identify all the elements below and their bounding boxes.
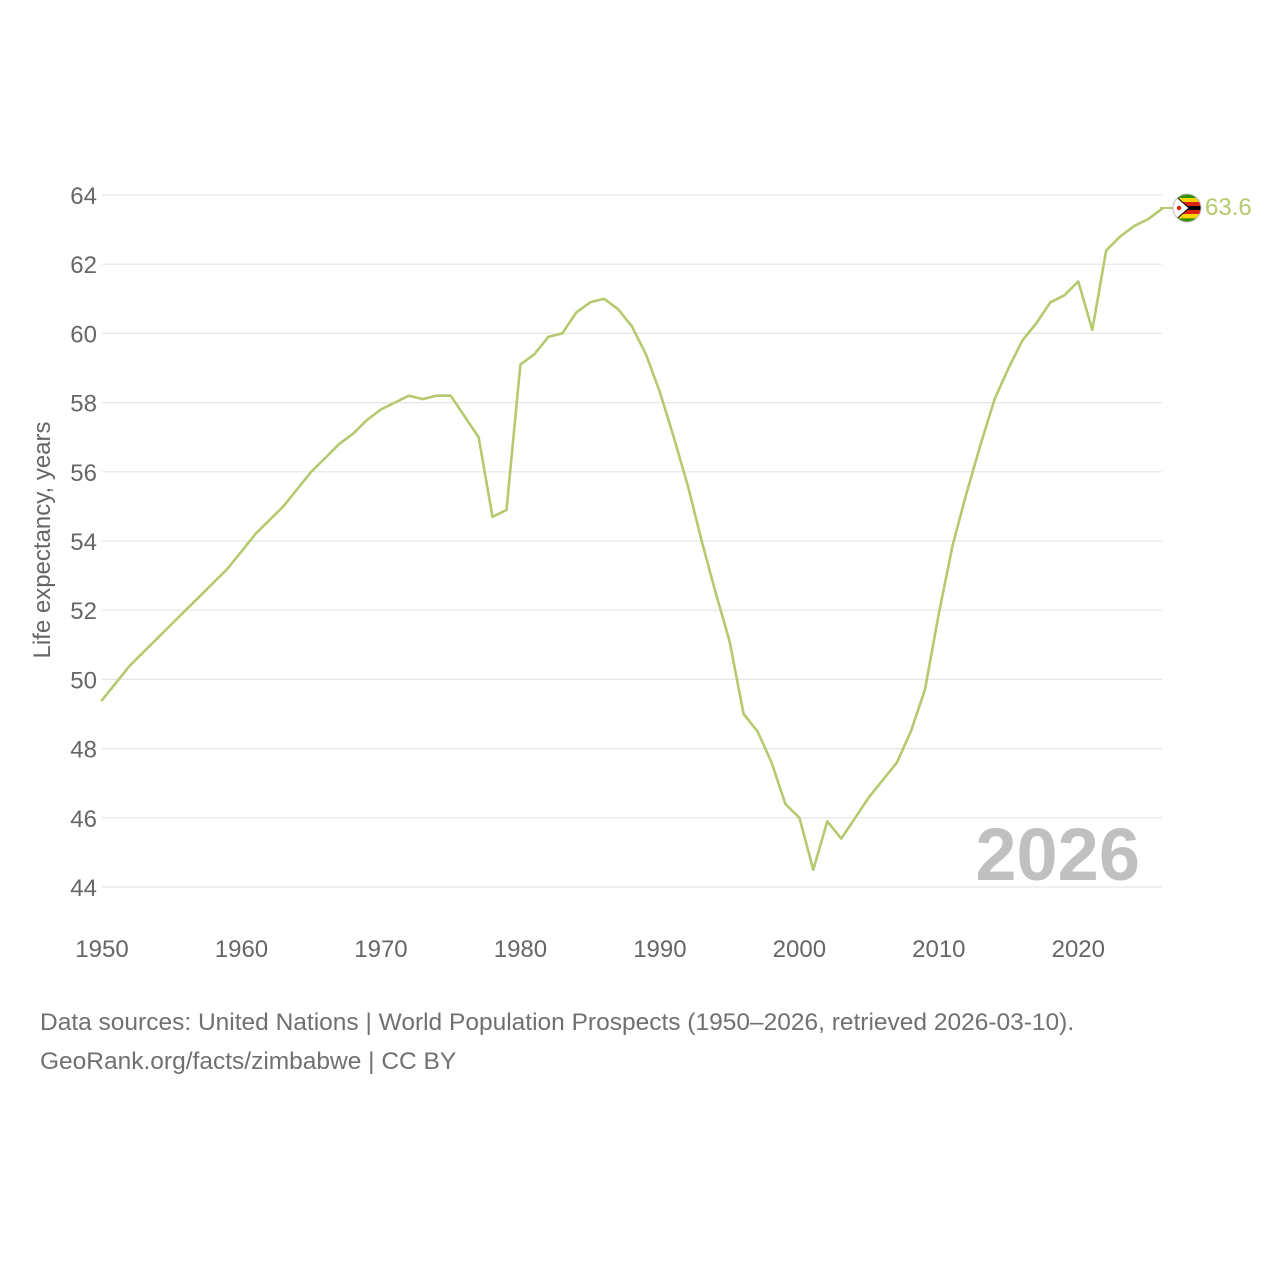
series-line-zimbabwe [100,207,1164,872]
x-tick-label: 1960 [215,936,268,963]
y-tick-label: 50 [70,667,97,694]
y-tick-label: 64 [70,183,97,210]
x-tick-label: 1980 [494,936,547,963]
y-tick-label: 62 [70,252,97,279]
x-tick-label: 1950 [75,936,128,963]
y-tick-label: 56 [70,460,97,487]
x-tick-label: 2020 [1052,936,1105,963]
y-tick-label: 48 [70,737,97,764]
attribution-link[interactable]: GeoRank.org/facts/zimbabwe | CC BY [40,1048,457,1075]
x-tick-label: 2000 [773,936,826,963]
gridlines [102,194,1162,888]
zimbabwe-flag-icon [1172,193,1202,223]
series [100,207,1164,872]
y-tick-label: 54 [70,529,97,556]
x-tick-label: 1970 [354,936,407,963]
y-tick-label: 44 [70,875,97,902]
y-tick-label: 58 [70,391,97,418]
life-expectancy-chart: 2026 Life expectancy, years 44 46 48 50 52 54… [29,183,1252,963]
y-tick-label: 60 [70,321,97,348]
data-sources-text: Data sources: United Nations | World Pop… [40,1009,1075,1036]
footer: Data sources: United Nations | World Pop… [40,1003,1074,1081]
x-axis-ticks: 1950 1960 1970 1980 1990 2000 2010 2020 [75,936,1105,963]
end-value-label: 63.6 [1205,194,1252,221]
y-axis-label: Life expectancy, years [29,421,56,658]
y-tick-label: 52 [70,598,97,625]
year-watermark: 2026 [975,813,1140,896]
y-tick-label: 46 [70,806,97,833]
series-endpoint: 63.6 [1160,193,1252,223]
x-tick-label: 1990 [633,936,686,963]
y-axis-ticks: 44 46 48 50 52 54 56 58 60 62 64 [70,183,97,902]
x-tick-label: 2010 [912,936,965,963]
